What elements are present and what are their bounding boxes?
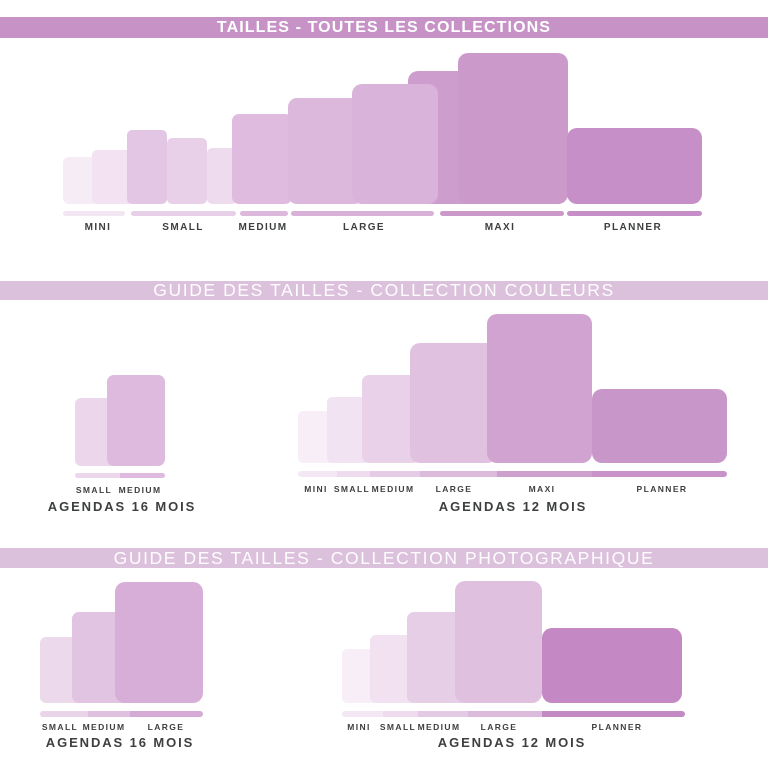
section-header-collection-couleurs: GUIDE DES TAILLES - COLLECTION COULEURS (0, 280, 768, 300)
size-rect-medium (232, 114, 292, 204)
size-bar-large (130, 711, 203, 717)
size-bar-mini (63, 211, 125, 216)
size-label-planner: PLANNER (603, 222, 663, 233)
size-label-maxi: MAXI (484, 222, 516, 233)
group-caption-photo-16-mois: AGENDAS 16 MOIS (45, 735, 195, 750)
size-bar-planner (542, 711, 685, 717)
size-bar-maxi (440, 211, 564, 216)
size-rect-large (115, 582, 203, 703)
group-caption-photo-12-mois: AGENDAS 12 MOIS (437, 735, 587, 750)
section-header-all-collections: TAILLES - TOUTES LES COLLECTIONS (0, 17, 768, 38)
size-label-planner: PLANNER (591, 722, 643, 732)
size-rect-planner (592, 389, 727, 463)
size-rect-large (288, 98, 363, 204)
size-bar-medium (418, 711, 468, 717)
size-label-maxi: MAXI (528, 484, 556, 494)
size-rect-maxi (487, 314, 592, 463)
size-bar-mini (342, 711, 383, 717)
size-rect-large (352, 84, 438, 204)
group-caption-couleurs-16-mois: AGENDAS 16 MOIS (47, 499, 197, 514)
size-label-small: SMALL (333, 484, 371, 494)
section-header-text: TAILLES - TOUTES LES COLLECTIONS (216, 18, 552, 36)
section-header-text: GUIDE DES TAILLES - COLLECTION COULEURS (153, 280, 615, 300)
size-bar-small (337, 471, 370, 477)
size-label-small: SMALL (162, 222, 204, 233)
size-bar-maxi (497, 471, 592, 477)
size-rect-small (127, 130, 167, 204)
size-bar-large (468, 711, 542, 717)
size-rect-large (410, 343, 497, 463)
size-label-medium: MEDIUM (118, 485, 162, 495)
size-rect-medium (107, 375, 165, 466)
size-bar-small (75, 473, 120, 478)
size-label-small: SMALL (379, 722, 417, 732)
size-label-small: SMALL (75, 485, 113, 495)
size-rect-planner (542, 628, 682, 703)
section-header-text: GUIDE DES TAILLES - COLLECTION PHOTOGRAP… (113, 547, 655, 568)
size-bar-medium (370, 471, 420, 477)
size-bar-small (383, 711, 418, 717)
size-bar-medium (240, 211, 288, 216)
size-label-mini: MINI (304, 484, 328, 494)
size-label-planner: PLANNER (636, 484, 688, 494)
size-label-large: LARGE (435, 484, 473, 494)
size-bar-medium (120, 473, 165, 478)
size-label-large: LARGE (147, 722, 185, 732)
size-label-medium: MEDIUM (238, 222, 288, 233)
size-bar-mini (298, 471, 337, 477)
size-rect-large (455, 581, 542, 703)
size-label-medium: MEDIUM (82, 722, 126, 732)
size-bar-medium (88, 711, 130, 717)
size-label-medium: MEDIUM (371, 484, 415, 494)
size-bar-large (291, 211, 434, 216)
size-rect-maxi (458, 53, 568, 204)
section-header-collection-photographique: GUIDE DES TAILLES - COLLECTION PHOTOGRAP… (0, 548, 768, 568)
size-bar-planner (592, 471, 727, 477)
size-label-large: LARGE (343, 222, 385, 233)
size-label-small: SMALL (41, 722, 79, 732)
size-label-medium: MEDIUM (417, 722, 461, 732)
group-caption-couleurs-12-mois: AGENDAS 12 MOIS (438, 499, 588, 514)
size-bar-small (40, 711, 88, 717)
size-label-mini: MINI (347, 722, 371, 732)
size-label-large: LARGE (480, 722, 518, 732)
size-label-mini: MINI (84, 222, 112, 233)
size-rect-planner (567, 128, 702, 204)
size-rect-small (167, 138, 207, 204)
size-bar-planner (567, 211, 702, 216)
size-bar-small (131, 211, 236, 216)
size-bar-large (420, 471, 497, 477)
